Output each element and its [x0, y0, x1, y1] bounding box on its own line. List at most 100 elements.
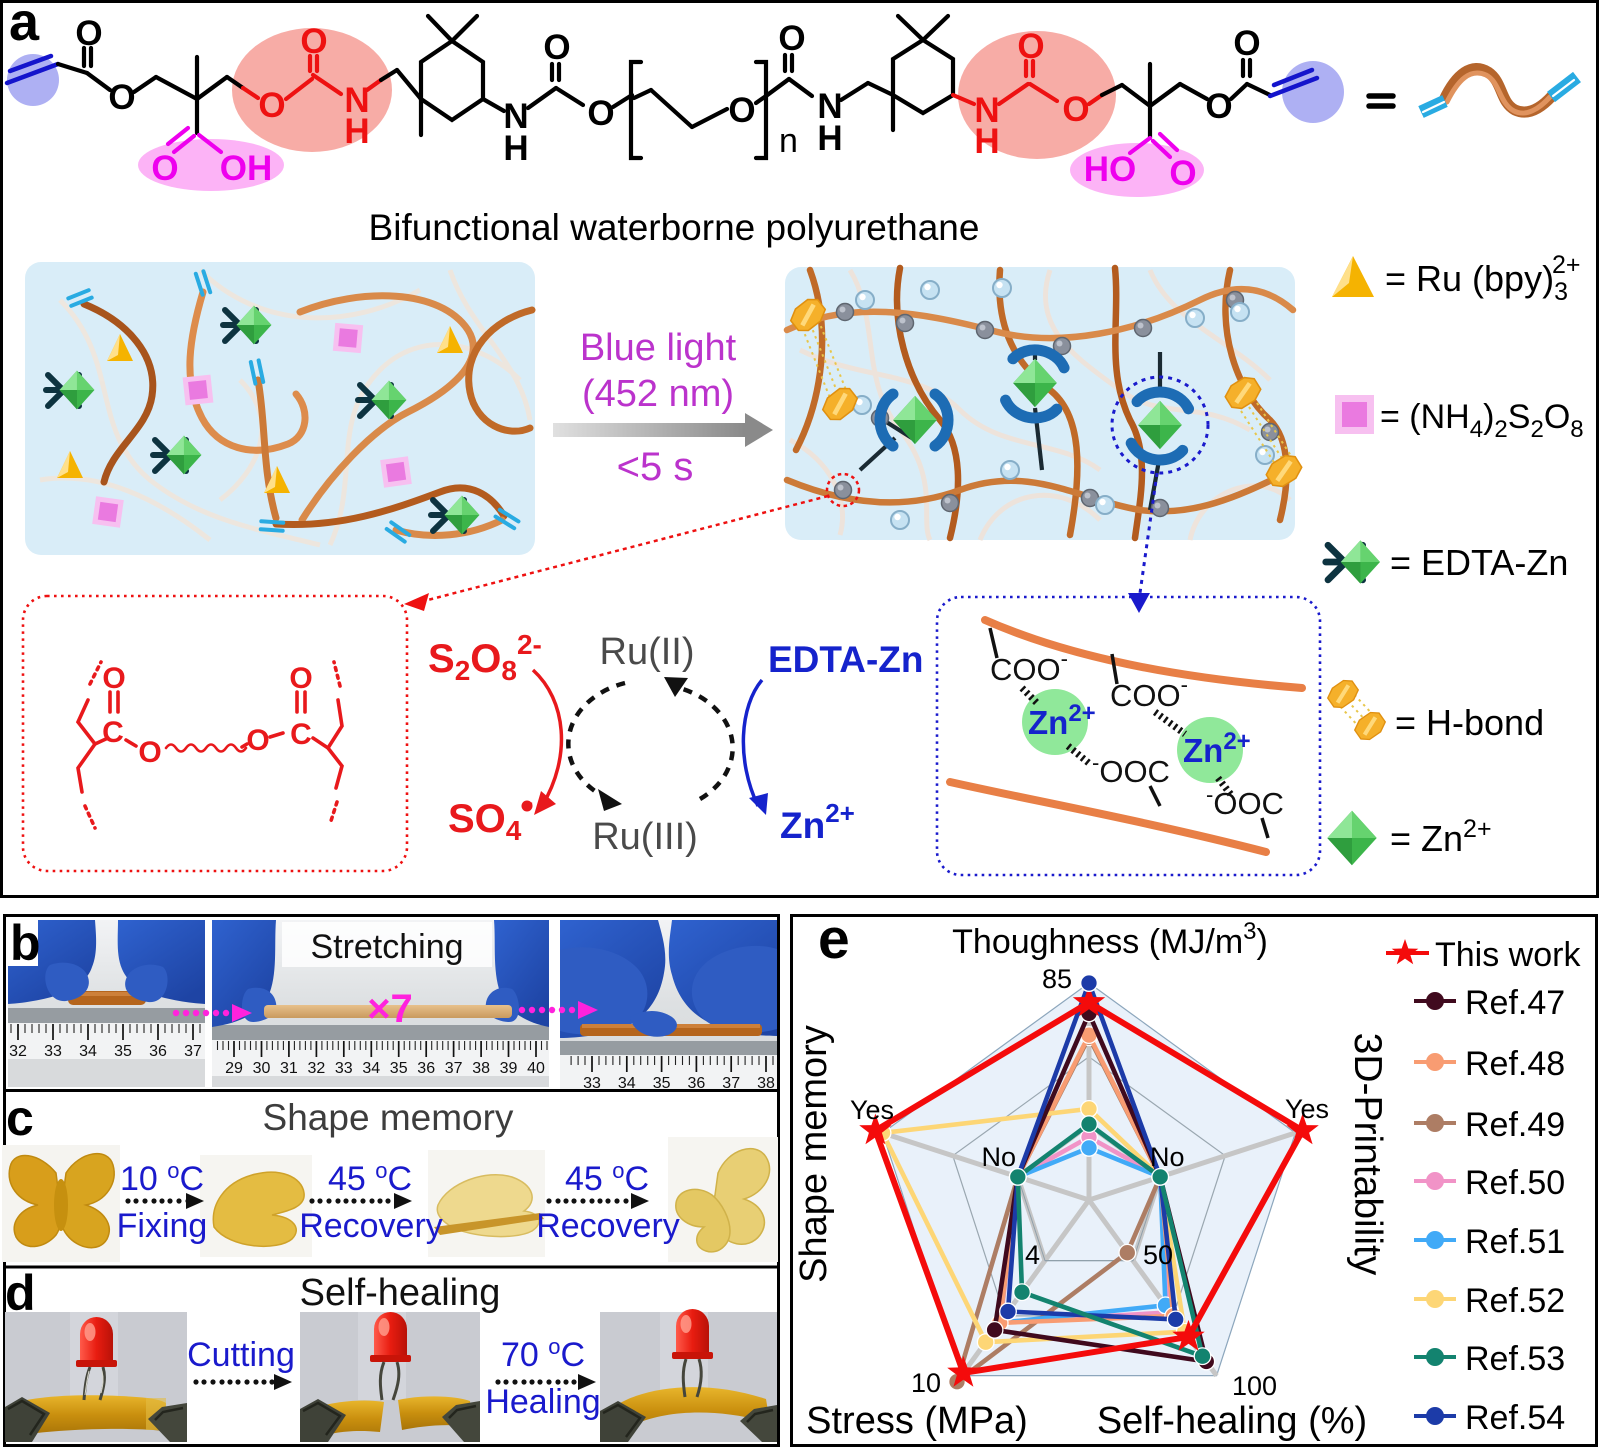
- svg-text:Self-healing (%): Self-healing (%): [1097, 1400, 1367, 1442]
- svg-text:10: 10: [911, 1368, 941, 1398]
- svg-text:COO-: COO-: [990, 646, 1068, 687]
- svg-text:HO: HO: [1084, 150, 1137, 189]
- svg-text:O: O: [1169, 154, 1196, 193]
- svg-text:4: 4: [1025, 1240, 1040, 1270]
- svg-text:= (NH4)2S2O8: = (NH4)2S2O8: [1380, 398, 1584, 443]
- svg-text:37: 37: [722, 1075, 740, 1092]
- svg-text:32: 32: [308, 1060, 326, 1077]
- svg-text:Cutting: Cutting: [187, 1336, 295, 1374]
- svg-text:-OOC: -OOC: [1092, 750, 1170, 789]
- svg-text:Ref.53: Ref.53: [1465, 1340, 1565, 1378]
- svg-text:N: N: [817, 87, 842, 126]
- svg-text:45 oC: 45 oC: [565, 1158, 649, 1198]
- svg-text:Healing: Healing: [485, 1383, 600, 1421]
- svg-text:37: 37: [445, 1060, 463, 1077]
- svg-text:3D-Printability: 3D-Printability: [1346, 1033, 1389, 1276]
- svg-text:O: O: [289, 662, 312, 695]
- svg-text:-OOC: -OOC: [1206, 782, 1284, 821]
- svg-text:33: 33: [44, 1043, 62, 1060]
- svg-text:Ref.49: Ref.49: [1465, 1106, 1565, 1144]
- svg-text:H: H: [503, 129, 528, 168]
- svg-text:N: N: [974, 91, 999, 130]
- svg-text:Stress (MPa): Stress (MPa): [806, 1400, 1028, 1442]
- svg-text:S2O82-: S2O82-: [428, 629, 542, 686]
- svg-text:36: 36: [149, 1043, 167, 1060]
- svg-text:34: 34: [362, 1060, 380, 1077]
- svg-text:O: O: [1017, 27, 1044, 66]
- svg-text:37: 37: [184, 1043, 202, 1060]
- svg-text:O: O: [587, 94, 614, 133]
- svg-text:C: C: [102, 716, 124, 749]
- svg-text:= H-bond: = H-bond: [1395, 702, 1544, 743]
- svg-text:O: O: [246, 724, 269, 757]
- svg-text:= Ru (bpy)32+: = Ru (bpy)32+: [1385, 251, 1581, 306]
- svg-text:35: 35: [390, 1060, 408, 1077]
- svg-text:Zn2+: Zn2+: [780, 798, 855, 846]
- svg-text:N: N: [503, 97, 528, 136]
- svg-text:(452 nm): (452 nm): [582, 373, 734, 415]
- svg-text:Ref.48: Ref.48: [1465, 1045, 1565, 1083]
- svg-text:EDTA-Zn: EDTA-Zn: [768, 639, 924, 680]
- svg-text:85: 85: [1042, 964, 1072, 994]
- svg-text:O: O: [75, 14, 102, 53]
- svg-text:This work: This work: [1435, 936, 1581, 974]
- svg-text:36: 36: [417, 1060, 435, 1077]
- svg-text:35: 35: [114, 1043, 132, 1060]
- svg-text:a: a: [9, 0, 40, 52]
- svg-text:40: 40: [527, 1060, 545, 1077]
- svg-text:70 oC: 70 oC: [501, 1334, 585, 1374]
- svg-text:= Zn2+: = Zn2+: [1390, 815, 1492, 859]
- svg-text:O: O: [138, 736, 161, 769]
- svg-text:b: b: [10, 915, 41, 971]
- svg-text:c: c: [6, 1090, 34, 1146]
- svg-text:Blue light: Blue light: [580, 327, 737, 369]
- svg-text:Thoughness (MJ/m3): Thoughness (MJ/m3): [952, 918, 1268, 961]
- svg-text:H: H: [344, 112, 369, 151]
- svg-text:n: n: [779, 122, 798, 160]
- svg-text:O: O: [1062, 90, 1089, 129]
- svg-text:O: O: [151, 149, 178, 188]
- svg-text:Ref.51: Ref.51: [1465, 1223, 1565, 1261]
- svg-text:O: O: [1233, 24, 1260, 63]
- svg-text:34: 34: [79, 1043, 97, 1060]
- svg-text:No: No: [1150, 1142, 1185, 1172]
- svg-text:38: 38: [757, 1075, 775, 1092]
- svg-text:Zn2+: Zn2+: [1183, 728, 1251, 769]
- svg-text:32: 32: [9, 1043, 27, 1060]
- svg-text:= EDTA-Zn: = EDTA-Zn: [1390, 542, 1568, 583]
- svg-text:O: O: [108, 78, 135, 117]
- svg-text:29: 29: [225, 1060, 243, 1077]
- svg-text:36: 36: [688, 1075, 706, 1092]
- svg-text:45 oC: 45 oC: [328, 1158, 412, 1198]
- svg-text:38: 38: [472, 1060, 490, 1077]
- svg-text:Self-healing: Self-healing: [300, 1272, 501, 1314]
- svg-text:N: N: [344, 81, 369, 120]
- svg-text:30: 30: [253, 1060, 271, 1077]
- svg-text:Ref.47: Ref.47: [1465, 984, 1565, 1022]
- svg-text:COO-: COO-: [1110, 672, 1188, 713]
- svg-text:Bifunctional waterborne polyur: Bifunctional waterborne polyurethane: [369, 207, 980, 248]
- svg-text:d: d: [5, 1265, 36, 1321]
- svg-text:Ru(II): Ru(II): [600, 631, 695, 673]
- svg-text:Ref.52: Ref.52: [1465, 1282, 1565, 1320]
- svg-text:39: 39: [500, 1060, 518, 1077]
- svg-text:C: C: [290, 718, 312, 751]
- svg-text:33: 33: [335, 1060, 353, 1077]
- svg-text:Shape memory: Shape memory: [793, 1025, 835, 1283]
- svg-text:Recovery: Recovery: [299, 1207, 443, 1245]
- svg-text:H: H: [974, 122, 999, 161]
- svg-text:31: 31: [280, 1060, 298, 1077]
- svg-text:Zn2+: Zn2+: [1028, 700, 1096, 741]
- svg-text:Yes: Yes: [850, 1095, 894, 1125]
- svg-text:O: O: [543, 28, 570, 67]
- svg-text:100: 100: [1232, 1371, 1277, 1401]
- svg-text:e: e: [818, 907, 850, 971]
- svg-text:No: No: [981, 1142, 1016, 1172]
- svg-text:O: O: [102, 662, 125, 695]
- svg-text:Ref.54: Ref.54: [1465, 1399, 1565, 1437]
- svg-text:10 oC: 10 oC: [120, 1158, 204, 1198]
- svg-text:O: O: [728, 91, 755, 130]
- svg-text:O: O: [258, 86, 285, 125]
- svg-text:×7: ×7: [367, 987, 413, 1031]
- svg-text:Stretching: Stretching: [310, 928, 463, 966]
